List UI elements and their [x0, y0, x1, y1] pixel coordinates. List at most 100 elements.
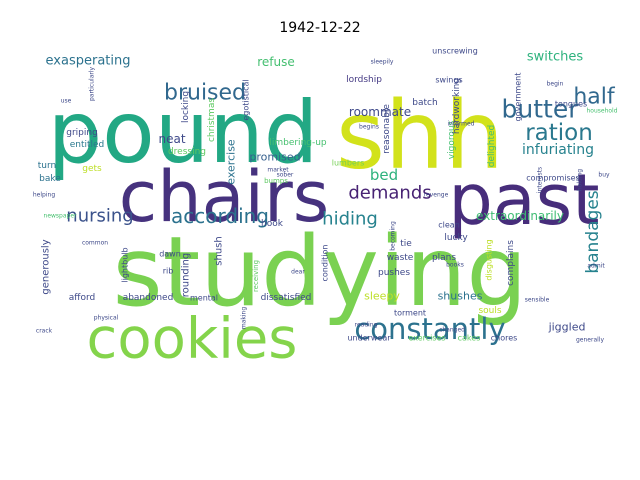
cloud-word: begins: [359, 124, 379, 131]
cloud-word: shush: [214, 236, 225, 265]
cloud-word: crack: [36, 328, 53, 335]
cloud-word: past: [448, 159, 599, 241]
cloud-word: generously: [41, 239, 52, 294]
cloud-word: chairs: [119, 156, 329, 238]
cloud-word: bed: [370, 166, 398, 184]
cloud-word: complains: [506, 240, 516, 286]
cloud-word: abandoned: [123, 293, 174, 303]
cloud-word: dissatisfied: [261, 293, 312, 303]
cloud-word: infuriating: [522, 142, 594, 158]
cloud-word: interests: [537, 167, 544, 193]
cloud-word: physical: [94, 315, 119, 322]
cloud-word: sleepily: [371, 59, 394, 66]
cloud-word: constantly: [354, 312, 505, 346]
cloud-word: compromises: [526, 174, 579, 183]
cloud-word: hook: [261, 219, 284, 229]
cloud-word: admit: [587, 263, 605, 270]
cloud-word: tongues: [555, 100, 587, 109]
cloud-word: household: [586, 108, 617, 115]
cloud-word: bruised: [164, 81, 246, 106]
cloud-word: changed: [439, 327, 465, 334]
cloud-word: vigorous: [447, 120, 457, 159]
cloud-word: underwear: [347, 334, 391, 343]
cloud-word: exercises: [408, 334, 445, 343]
cloud-word: reading: [355, 322, 378, 329]
cloud-word: delighted: [487, 125, 497, 167]
cloud-word: waste: [387, 253, 414, 263]
cloud-word: rib: [163, 267, 174, 276]
cloud-word: market: [267, 167, 289, 174]
cloud-word: revenge: [424, 192, 449, 199]
cloud-word: limbering-up: [269, 138, 327, 148]
cloud-word: tie: [400, 239, 412, 249]
cloud-word: lightbulb: [121, 247, 130, 282]
cloud-word: afford: [69, 293, 95, 303]
cloud-word: torment: [394, 309, 426, 318]
cloud-word: lordship: [346, 75, 382, 85]
cloud-word: generally: [576, 337, 604, 344]
cloud-word: receiving: [252, 260, 260, 292]
cloud-word: promised: [249, 151, 300, 164]
cloud-word: unscrewing: [432, 47, 478, 56]
cloud-word: rounding: [181, 253, 192, 298]
cloud-word: extraordinarily: [476, 209, 564, 223]
cloud-word: dawn: [159, 250, 181, 259]
cloud-word: particularly: [89, 67, 96, 102]
cloud-word: helping: [33, 192, 55, 199]
cloud-word: clean: [438, 221, 460, 230]
cloud-word: christmas: [207, 98, 217, 142]
cloud-word: begin: [547, 81, 564, 88]
cloud-word: entitled: [70, 140, 105, 150]
cloud-word: dressing: [168, 147, 206, 157]
cloud-word: pound: [48, 83, 319, 183]
cloud-word: books: [446, 262, 464, 269]
cloud-word: lumbers: [332, 159, 365, 168]
cloud-word: switches: [527, 50, 583, 65]
cloud-word: nursing: [66, 206, 133, 227]
cloud-word: buy: [598, 172, 610, 179]
cloud-word: griping: [66, 128, 98, 138]
cloud-word: cakes: [458, 334, 481, 343]
cloud-word: pushes: [378, 268, 410, 278]
cloud-word: ration: [525, 120, 593, 146]
cloud-word: roommate: [349, 105, 411, 119]
cloud-word: bake: [39, 174, 61, 184]
cloud-word: gets: [82, 164, 102, 174]
cloud-word: hiding: [322, 209, 378, 230]
cloud-word: lucky: [444, 233, 468, 243]
cloud-word: mental: [190, 294, 218, 303]
cloud-word: holding: [577, 169, 584, 191]
chart-title: 1942-12-22: [279, 20, 361, 36]
cloud-word: shh: [336, 82, 504, 191]
cloud-word: chores: [491, 334, 518, 343]
cloud-word: jiggled: [548, 321, 586, 334]
cloud-word: swings: [435, 76, 462, 85]
cloud-word: exasperating: [46, 54, 131, 69]
cloud-word: batch: [412, 98, 437, 108]
cloud-word: butter: [502, 95, 580, 124]
cloud-word: bumps: [264, 177, 288, 185]
cloud-word: locking: [181, 91, 191, 123]
cloud-word: egotistical: [242, 79, 251, 120]
cloud-word: sober: [277, 172, 294, 179]
cloud-word: government: [514, 73, 523, 122]
cloud-word: refuse: [257, 55, 295, 69]
cloud-word: according: [171, 204, 269, 228]
cloud-word: turn: [38, 161, 56, 171]
cloud-word: disgusting: [485, 239, 494, 280]
cloud-word: informed: [448, 121, 475, 128]
cloud-word: bandages: [583, 190, 603, 273]
cloud-word: half: [573, 85, 616, 110]
cloud-word: making: [241, 307, 248, 329]
cloud-word: souls: [478, 306, 501, 316]
cloud-word: condition: [321, 245, 330, 282]
cloud-word: exercise: [225, 139, 238, 185]
cloud-word: sleepy: [364, 290, 400, 303]
cloud-word: shushes: [438, 290, 483, 303]
cloud-word: demands: [348, 183, 431, 204]
cloud-word: plans: [432, 253, 456, 263]
cloud-word: cookies: [87, 307, 298, 372]
cloud-word: newspaper: [44, 213, 78, 220]
cloud-word: becoming: [390, 221, 397, 251]
